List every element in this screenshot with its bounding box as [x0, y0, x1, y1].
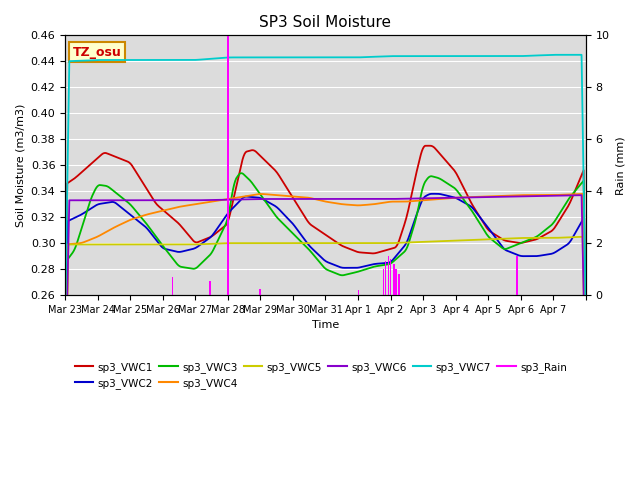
X-axis label: Time: Time — [312, 321, 339, 330]
Bar — [393, 264, 394, 295]
Bar — [385, 261, 386, 295]
Legend: sp3_VWC1, sp3_VWC2, sp3_VWC3, sp3_VWC4, sp3_VWC5, sp3_VWC6, sp3_VWC7, sp3_Rain: sp3_VWC1, sp3_VWC2, sp3_VWC3, sp3_VWC4, … — [70, 358, 571, 393]
Bar — [398, 275, 400, 295]
Bar — [390, 259, 392, 295]
Text: TZ_osu: TZ_osu — [73, 46, 122, 59]
Bar — [516, 256, 518, 295]
Bar — [172, 277, 173, 295]
Bar — [395, 269, 397, 295]
Bar — [209, 281, 211, 295]
Y-axis label: Rain (mm): Rain (mm) — [615, 136, 625, 194]
Bar — [259, 288, 261, 295]
Bar — [358, 290, 359, 295]
Bar — [383, 269, 384, 295]
Y-axis label: Soil Moisture (m3/m3): Soil Moisture (m3/m3) — [15, 104, 25, 227]
Bar — [227, 36, 228, 295]
Bar — [388, 256, 389, 295]
Title: SP3 Soil Moisture: SP3 Soil Moisture — [259, 15, 392, 30]
